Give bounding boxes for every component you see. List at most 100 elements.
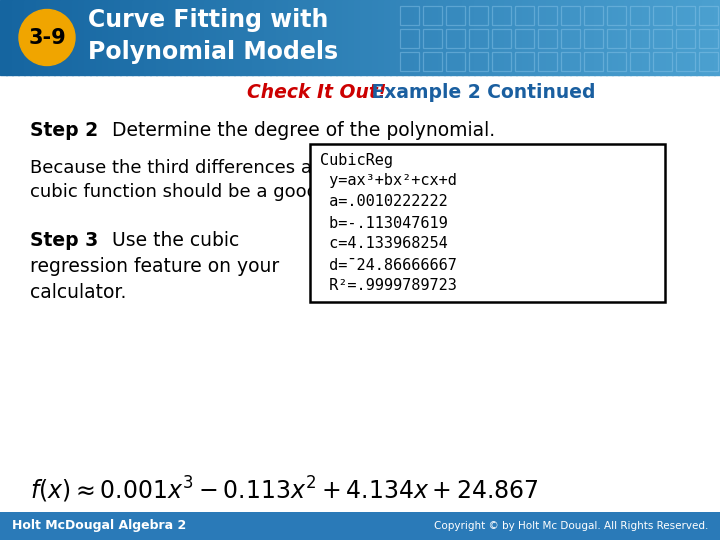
Bar bbox=[192, 0, 199, 75]
Bar bbox=[234, 0, 241, 75]
Text: Because the third differences are relatively close, a: Because the third differences are relati… bbox=[30, 159, 495, 177]
Bar bbox=[423, 29, 442, 48]
Bar bbox=[168, 0, 175, 75]
Bar bbox=[515, 52, 534, 71]
Bar bbox=[72, 0, 79, 75]
Bar bbox=[162, 0, 169, 75]
Bar bbox=[348, 0, 355, 75]
Bar bbox=[400, 6, 419, 25]
Bar bbox=[228, 0, 235, 75]
Bar bbox=[456, 0, 463, 75]
Bar bbox=[624, 0, 631, 75]
Bar bbox=[504, 0, 511, 75]
Bar bbox=[400, 52, 419, 71]
Bar bbox=[653, 52, 672, 71]
Bar bbox=[446, 52, 465, 71]
Bar bbox=[630, 52, 649, 71]
Bar bbox=[584, 6, 603, 25]
Bar bbox=[180, 0, 187, 75]
Text: regression feature on your: regression feature on your bbox=[30, 256, 279, 275]
Bar bbox=[676, 52, 695, 71]
Bar bbox=[492, 29, 511, 48]
Bar bbox=[186, 0, 193, 75]
Bar bbox=[676, 6, 695, 25]
Bar bbox=[438, 0, 445, 75]
Bar bbox=[312, 0, 319, 75]
Bar bbox=[538, 29, 557, 48]
Bar bbox=[366, 0, 373, 75]
Bar bbox=[446, 29, 465, 48]
Bar bbox=[54, 0, 61, 75]
Text: Step 3: Step 3 bbox=[30, 231, 98, 249]
Bar bbox=[252, 0, 259, 75]
Text: Curve Fitting with: Curve Fitting with bbox=[88, 8, 328, 32]
Bar bbox=[582, 0, 589, 75]
Text: y=ax³+bx²+cx+d: y=ax³+bx²+cx+d bbox=[320, 173, 457, 188]
Bar bbox=[270, 0, 277, 75]
Bar bbox=[607, 52, 626, 71]
Text: R²=.9999789723: R²=.9999789723 bbox=[320, 279, 457, 294]
Bar bbox=[282, 0, 289, 75]
Text: Polynomial Models: Polynomial Models bbox=[88, 40, 338, 64]
Bar bbox=[0, 0, 7, 75]
Bar bbox=[396, 0, 403, 75]
Bar bbox=[498, 0, 505, 75]
Bar bbox=[132, 0, 139, 75]
Text: 3-9: 3-9 bbox=[28, 28, 66, 48]
Bar bbox=[606, 0, 613, 75]
Bar bbox=[576, 0, 583, 75]
Bar bbox=[515, 29, 534, 48]
Bar bbox=[402, 0, 409, 75]
Bar bbox=[653, 29, 672, 48]
Bar bbox=[372, 0, 379, 75]
Bar bbox=[318, 0, 325, 75]
Bar bbox=[0, 512, 720, 540]
Bar bbox=[594, 0, 601, 75]
Bar bbox=[684, 0, 691, 75]
Bar bbox=[607, 29, 626, 48]
Bar bbox=[18, 0, 25, 75]
Bar bbox=[678, 0, 685, 75]
Bar bbox=[150, 0, 157, 75]
Bar bbox=[324, 0, 331, 75]
Bar bbox=[630, 29, 649, 48]
Bar bbox=[42, 0, 49, 75]
Bar bbox=[288, 0, 295, 75]
Bar bbox=[538, 6, 557, 25]
Bar bbox=[96, 0, 103, 75]
Bar bbox=[310, 144, 665, 302]
Bar bbox=[570, 0, 577, 75]
Bar bbox=[423, 6, 442, 25]
Bar bbox=[516, 0, 523, 75]
Bar bbox=[24, 0, 31, 75]
Bar bbox=[378, 0, 385, 75]
Bar bbox=[12, 0, 19, 75]
Bar bbox=[78, 0, 85, 75]
Bar bbox=[108, 0, 115, 75]
Bar bbox=[540, 0, 547, 75]
Bar bbox=[432, 0, 439, 75]
Bar bbox=[330, 0, 337, 75]
Text: b=-.113047619: b=-.113047619 bbox=[320, 215, 448, 231]
Text: d=¯24.86666667: d=¯24.86666667 bbox=[320, 258, 457, 273]
Bar bbox=[492, 6, 511, 25]
Text: cubic function should be a good model.: cubic function should be a good model. bbox=[30, 183, 386, 201]
Bar bbox=[522, 0, 529, 75]
Bar bbox=[204, 0, 211, 75]
Bar bbox=[156, 0, 163, 75]
Bar bbox=[538, 52, 557, 71]
Text: Determine the degree of the polynomial.: Determine the degree of the polynomial. bbox=[100, 120, 495, 139]
Bar bbox=[676, 29, 695, 48]
Bar bbox=[660, 0, 667, 75]
Bar bbox=[648, 0, 655, 75]
Bar bbox=[690, 0, 697, 75]
Bar bbox=[558, 0, 565, 75]
Bar bbox=[294, 0, 301, 75]
Bar bbox=[446, 6, 465, 25]
Bar bbox=[276, 0, 283, 75]
Bar bbox=[492, 52, 511, 71]
Bar bbox=[702, 0, 709, 75]
Text: a=.0010222222: a=.0010222222 bbox=[320, 194, 448, 210]
Bar bbox=[486, 0, 493, 75]
Bar bbox=[561, 6, 580, 25]
